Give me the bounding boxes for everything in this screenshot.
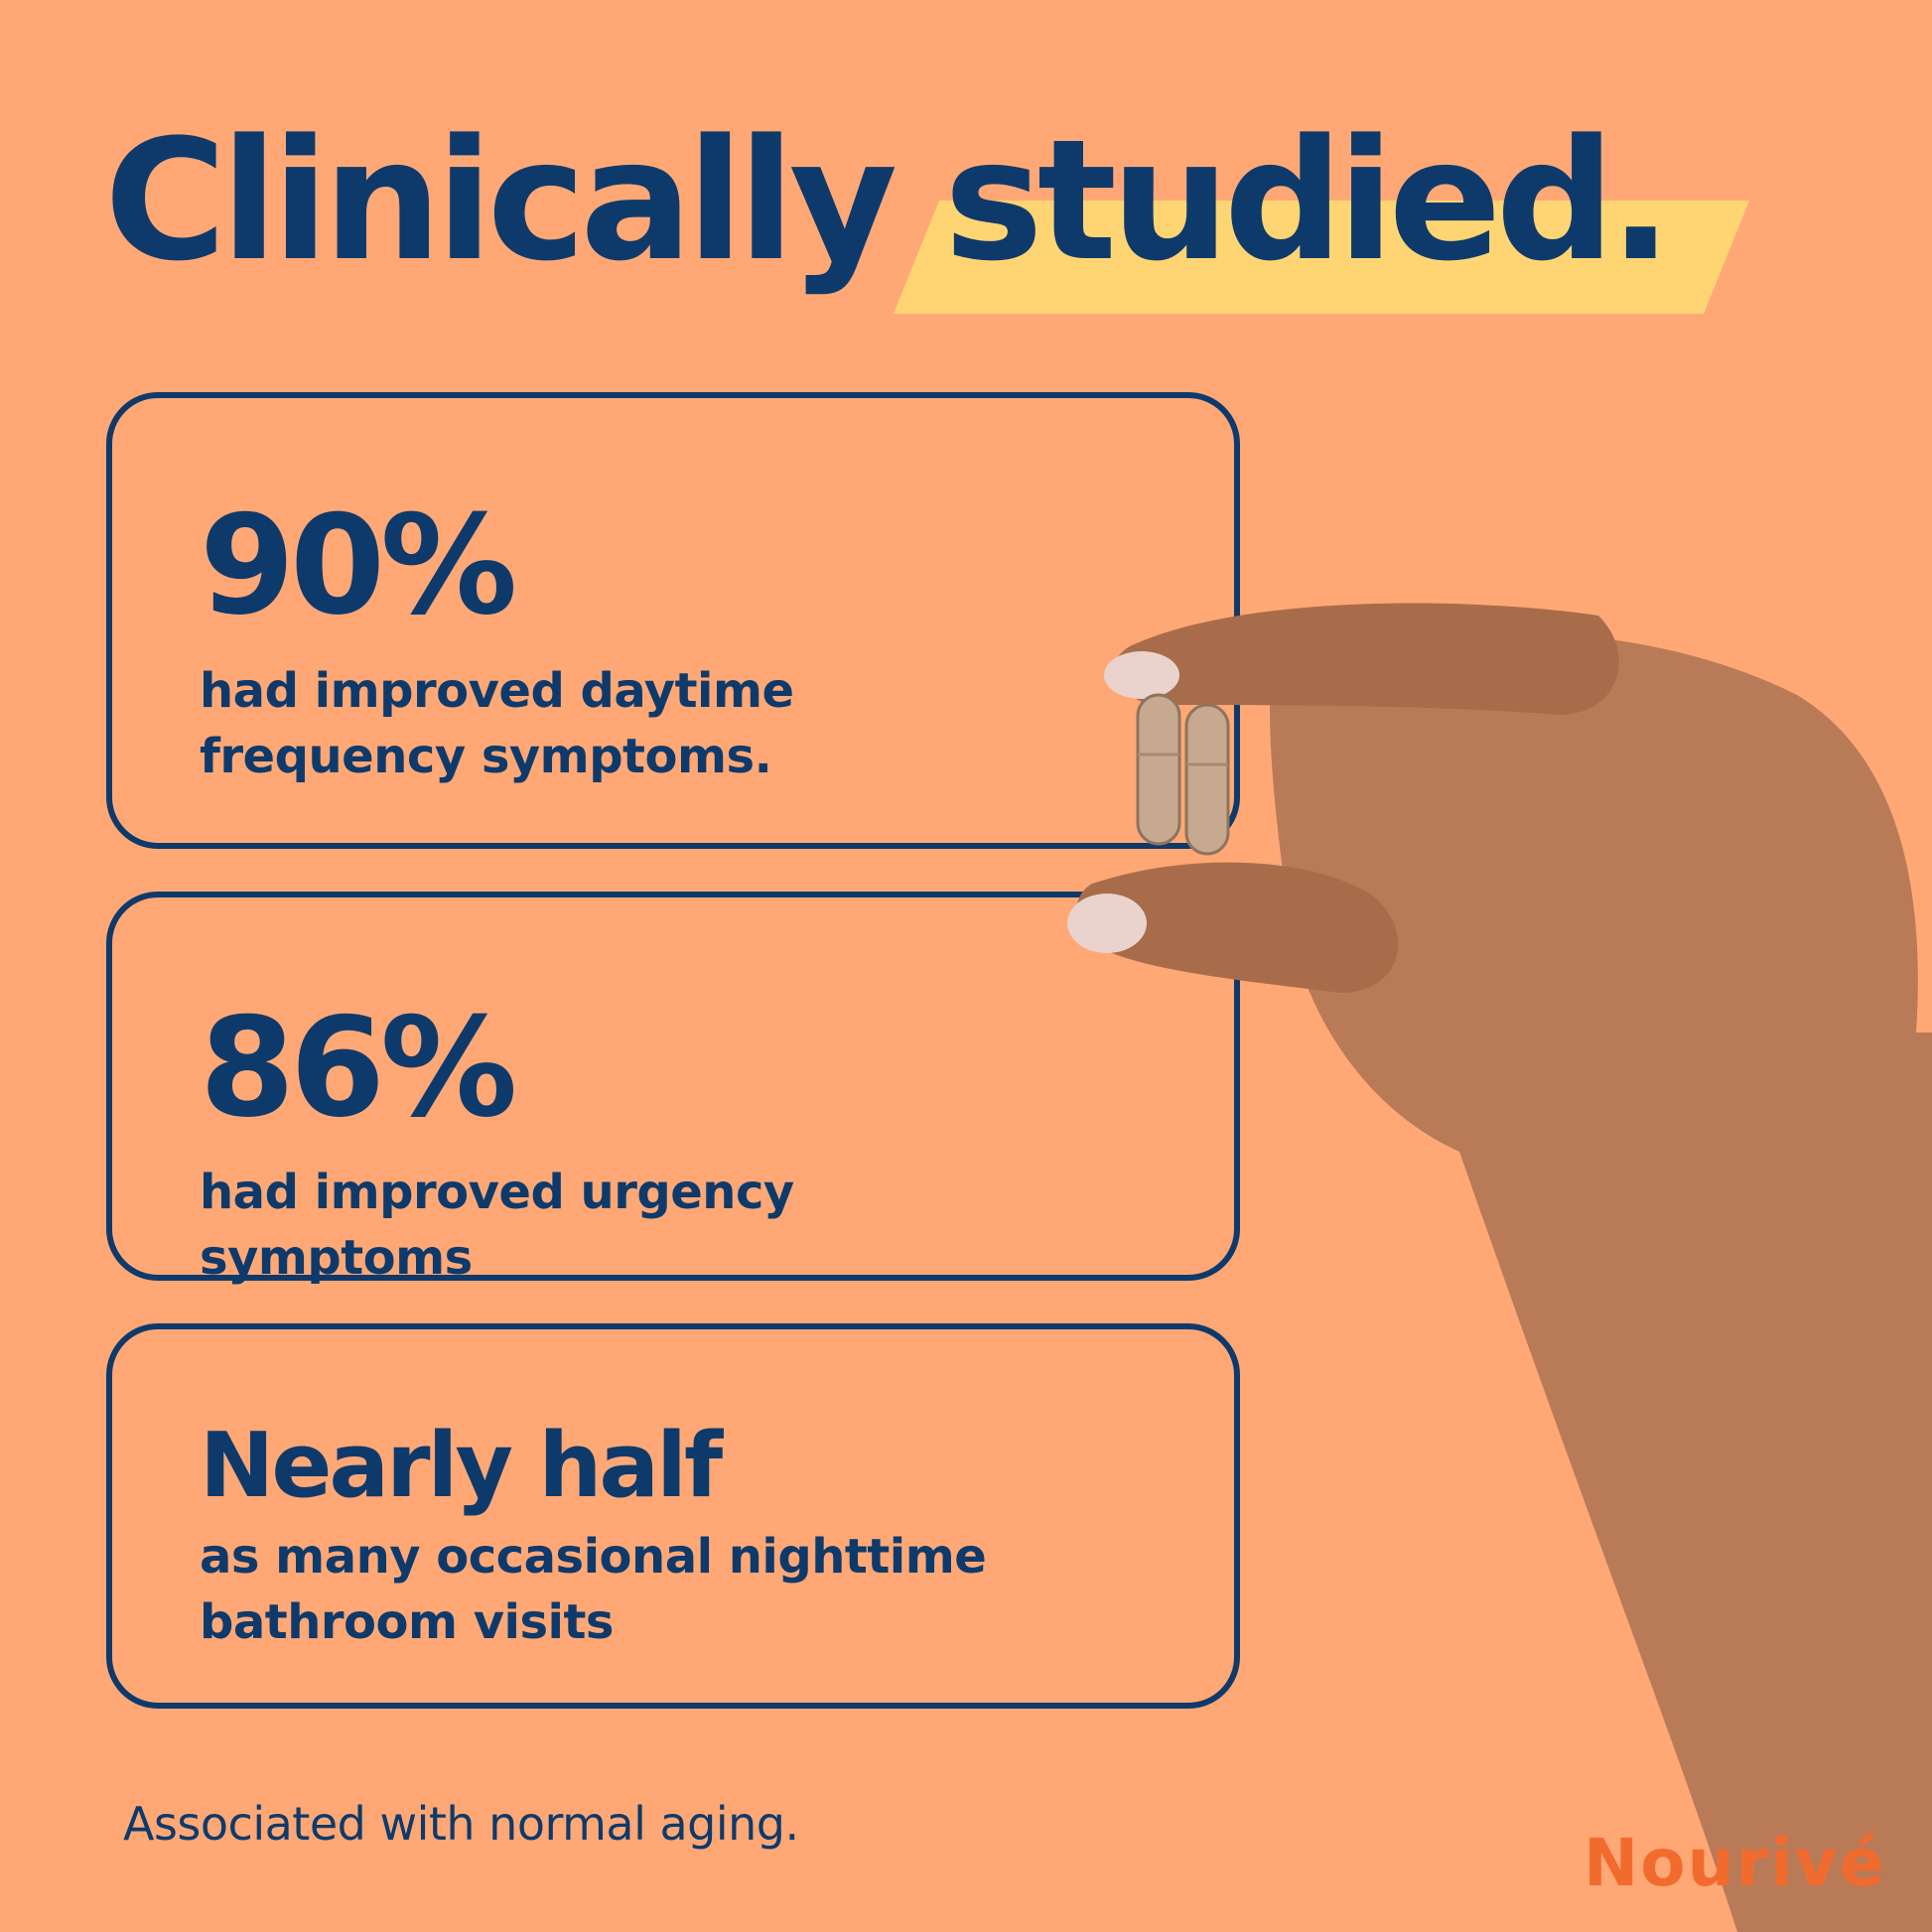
stat-description: had improved urgency symptoms xyxy=(200,1165,794,1286)
headline-part2: studied. xyxy=(943,103,1673,298)
stat-card-nighttime: Nearly half as many occasional nighttime… xyxy=(106,1323,1240,1709)
headline: Clinically studied. xyxy=(104,117,1749,314)
hand-holding-capsules-image xyxy=(1067,603,1932,1932)
stat-description: as many occasional nighttime bathroom vi… xyxy=(200,1529,987,1650)
palm-shape xyxy=(1270,632,1918,1156)
capsule-1 xyxy=(1136,693,1181,846)
stat-value: Nearly half xyxy=(200,1414,723,1518)
headline-part1: Clinically xyxy=(104,103,897,298)
index-finger-shape xyxy=(1114,603,1619,715)
thumb-nail xyxy=(1067,894,1147,953)
headline-highlight: studied. xyxy=(893,117,1749,314)
capsule-2 xyxy=(1184,703,1230,856)
stat-description: had improved daytime frequency symptoms. xyxy=(200,663,794,784)
footnote: Associated with normal aging. xyxy=(123,1797,799,1851)
thumb-shape xyxy=(1076,862,1399,993)
index-nail xyxy=(1104,651,1179,699)
stat-card-daytime: 90% had improved daytime frequency sympt… xyxy=(106,392,1240,849)
brand-logo: Nourivé xyxy=(1584,1825,1886,1901)
stat-card-urgency: 86% had improved urgency symptoms xyxy=(106,892,1240,1286)
forearm-shape xyxy=(1459,1033,1932,1932)
stat-value: 90% xyxy=(200,485,517,645)
stat-value: 86% xyxy=(200,988,517,1148)
